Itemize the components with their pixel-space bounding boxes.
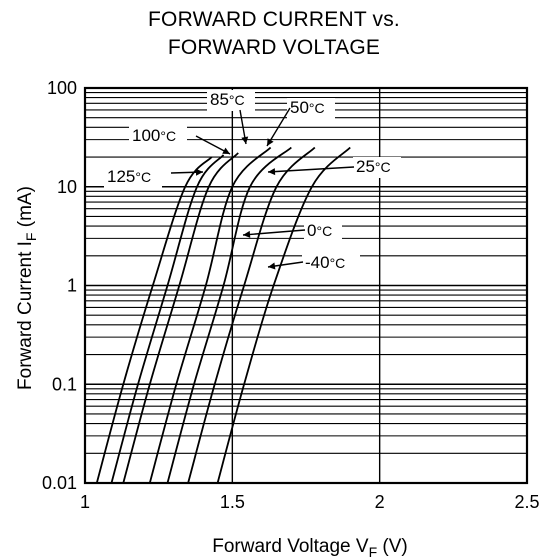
series-label-unit: °C [229, 92, 245, 108]
x-axis-title-unit: (V) [377, 536, 408, 557]
series-label-unit: °C [330, 255, 346, 271]
series-label-25: 25°C [356, 157, 391, 176]
x-axis-title: Forward Voltage VF (V) [212, 536, 407, 560]
series-label-85: 85°C [210, 90, 245, 109]
series-label-background [287, 98, 335, 119]
series-label-background [302, 253, 360, 274]
chart-title-line-2: FORWARD VOLTAGE [167, 36, 381, 59]
series-curves [95, 146, 351, 484]
y-tick-label: 100 [47, 78, 77, 98]
y-axis-title-main: Forward Current I [15, 241, 36, 390]
x-tick-label: 2 [375, 492, 385, 512]
series-label--40: -40°C [305, 253, 345, 272]
series-line-125 [95, 156, 213, 484]
plot-frame [83, 86, 529, 485]
x-tick-label: 2.5 [514, 492, 539, 512]
series-label-unit: °C [375, 159, 391, 175]
series-label-background [104, 167, 162, 188]
series-label-value: 0 [307, 221, 316, 240]
series-label-arrowhead [222, 147, 230, 154]
series-label-arrowhead [268, 262, 276, 270]
y-axis-title-unit: (mA) [15, 186, 36, 232]
x-tick-label: 1 [80, 492, 90, 512]
x-axis-title-subscript: F [369, 544, 378, 560]
series-label-arrowhead [241, 136, 249, 144]
series-label-leader [242, 229, 306, 236]
y-tick-label: 10 [57, 177, 77, 197]
series-label-unit: °C [160, 128, 176, 144]
y-tick-label: 0.1 [52, 374, 77, 394]
x-tick-label: 1.5 [220, 492, 245, 512]
series-label-0: 0°C [307, 221, 332, 240]
series-label-background [207, 90, 255, 111]
series-line-25 [166, 146, 292, 484]
series-line--40 [216, 146, 351, 484]
grid-lines [85, 88, 527, 484]
y-axis-title-subscript: F [23, 233, 39, 242]
series-label-arrowhead [268, 168, 276, 176]
series-label-unit: °C [135, 169, 151, 185]
series-label-value: 50 [290, 98, 309, 117]
series-label-arrowhead [243, 230, 251, 238]
series-label-background [304, 221, 342, 242]
series-label-background [353, 157, 401, 178]
series-label-unit: °C [309, 100, 325, 116]
series-line-0 [187, 146, 316, 484]
series-label-value: 85 [210, 90, 229, 109]
y-tick-label: 0.01 [42, 473, 77, 493]
series-label-100: 100°C [132, 126, 176, 145]
chart-title-line-1: FORWARD CURRENT vs. [148, 8, 400, 31]
series-line-100 [110, 154, 225, 484]
y-tick-label: 1 [67, 276, 77, 296]
series-label-value: 25 [356, 157, 375, 176]
series-label-value: 125 [107, 167, 135, 186]
series-label-50: 50°C [290, 98, 325, 117]
series-line-85 [122, 152, 239, 484]
series-label-arrowhead [267, 138, 274, 146]
series-line-50 [148, 146, 272, 484]
series-label-leader [267, 166, 355, 173]
series-label-value: -40 [305, 253, 330, 272]
series-label-arrowhead [195, 168, 203, 176]
series-label-value: 100 [132, 126, 160, 145]
y-axis-title: Forward Current IF (mA) [15, 186, 39, 390]
series-label-125: 125°C [107, 167, 151, 186]
series-label-leader [266, 107, 291, 147]
x-axis-title-main: Forward Voltage V [212, 536, 369, 557]
tick-labels: 1 1.5 2 2.5 0.01 0.1 1 10 100 [42, 78, 540, 512]
series-label-background [129, 126, 187, 147]
series-label-unit: °C [316, 223, 332, 239]
